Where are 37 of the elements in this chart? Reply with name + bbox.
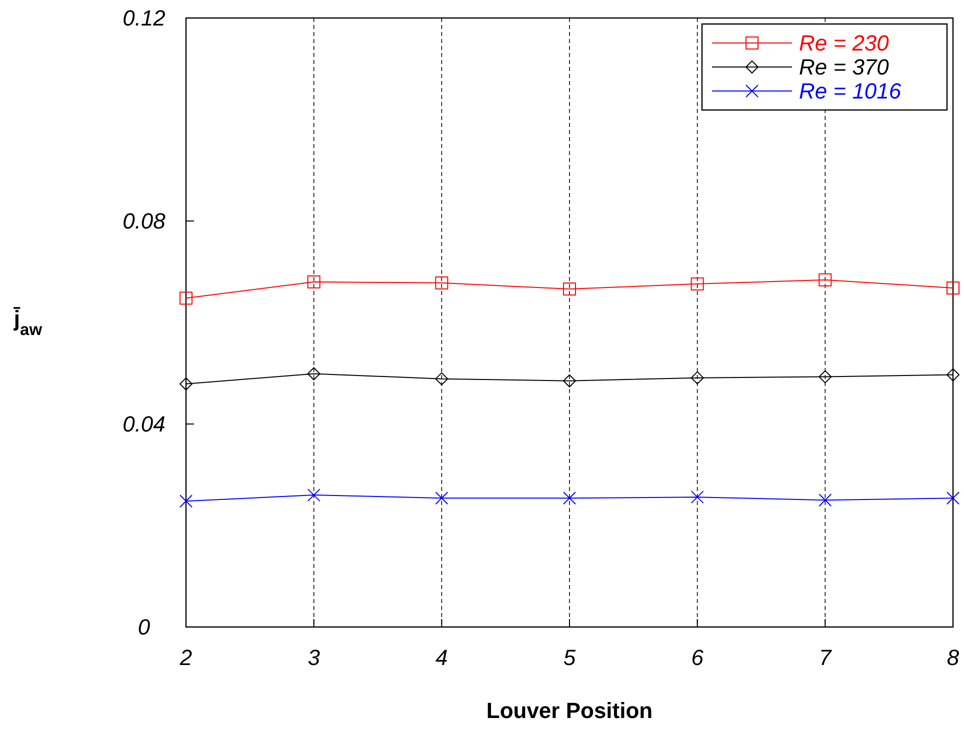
point	[307, 275, 320, 288]
y-tick-label: 0.04	[122, 412, 166, 437]
point	[946, 281, 960, 294]
x-tick-label: 4	[436, 645, 448, 670]
y-axis-title: j̄$_{aw}$	[12, 306, 42, 339]
point	[307, 488, 320, 502]
x-tick-label: 5	[563, 645, 576, 670]
point	[946, 368, 960, 382]
point	[435, 492, 448, 505]
x-tick-label: 3	[308, 645, 321, 670]
point	[563, 374, 576, 388]
point	[307, 367, 320, 380]
y-tick-label: 0.12	[122, 6, 166, 31]
point	[563, 492, 576, 505]
x-tick-label: 7	[819, 645, 832, 670]
point	[180, 377, 192, 390]
point	[690, 371, 704, 384]
x-tick-label: 6	[691, 645, 704, 670]
point	[563, 282, 576, 296]
point	[435, 276, 448, 290]
x-tick-label: 2	[178, 645, 192, 670]
x-tick-label: 8	[946, 645, 960, 670]
legend-label: Re = 1016	[799, 78, 902, 104]
legend-label: Re = 230	[799, 30, 890, 56]
point	[946, 492, 960, 505]
point	[818, 494, 832, 507]
point	[818, 273, 832, 286]
y-tick-label: 0	[138, 614, 151, 640]
point	[435, 372, 448, 386]
point	[180, 292, 192, 305]
point	[180, 494, 192, 508]
point	[818, 370, 832, 384]
point	[690, 490, 704, 504]
y-tick-label: 0.08	[122, 208, 166, 234]
point	[690, 277, 704, 290]
legend-label: Re = 370	[799, 54, 890, 80]
x-axis-title: Louver Position	[486, 698, 653, 723]
